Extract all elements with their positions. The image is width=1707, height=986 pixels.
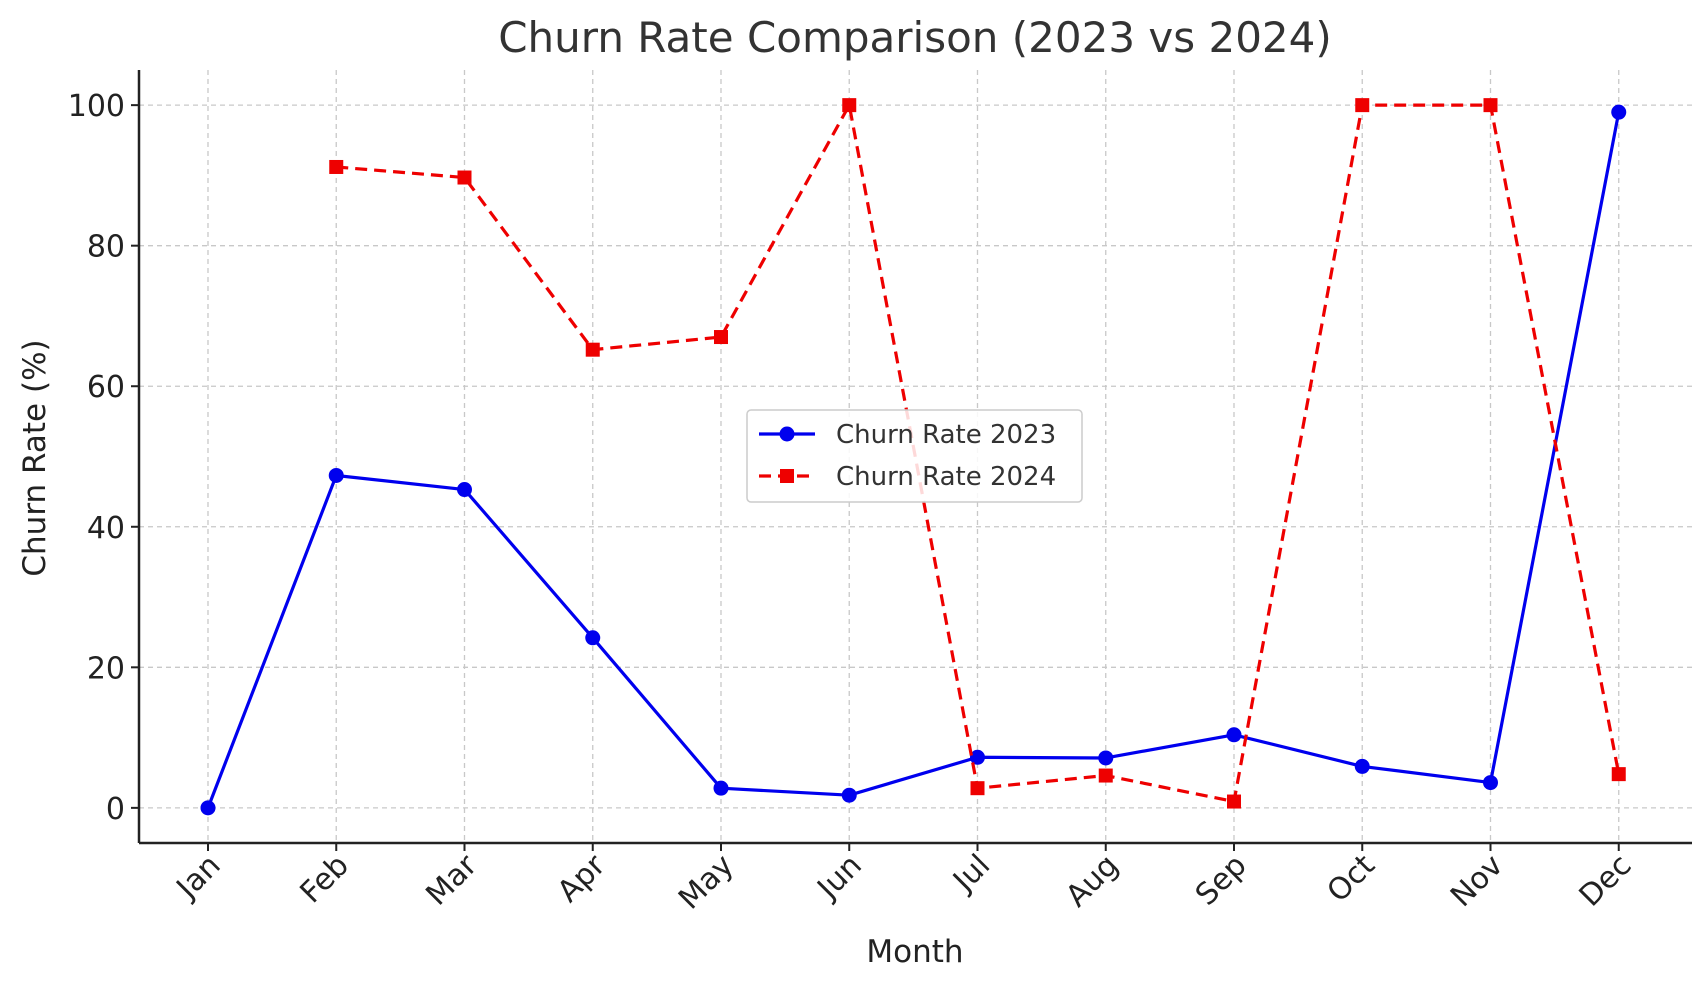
data-point (585, 342, 600, 357)
data-point (329, 159, 344, 174)
data-point (1227, 794, 1241, 809)
x-tick-label: Jan (169, 848, 228, 907)
data-point (841, 787, 857, 803)
data-point (713, 780, 729, 796)
x-tick-label: Feb (294, 848, 356, 910)
y-ticks: 0 20 40 60 80 100 (68, 89, 139, 827)
legend-label: Churn Rate 2023 (836, 420, 1056, 450)
data-point (970, 749, 985, 765)
x-tick-label: Sep (1189, 848, 1254, 913)
legend-entry: Churn Rate 2024 (759, 462, 1056, 492)
data-point (842, 98, 857, 113)
x-ticks: Jan Feb Mar Apr May Jun Jul Aug Sep Oct Nov Dec (169, 843, 1639, 917)
x-tick-label: Aug (1059, 848, 1125, 914)
series-line (206, 111, 1621, 809)
x-tick-label: Jul (945, 848, 997, 900)
x-axis-label: Month (866, 934, 963, 970)
data-point (1098, 750, 1114, 766)
data-point (1354, 758, 1370, 774)
y-tick-label: 80 (87, 230, 125, 265)
data-point (1098, 768, 1113, 783)
x-tick-label: Nov (1444, 848, 1510, 914)
series-2 (329, 98, 1626, 809)
x-tick-label: Oct (1320, 848, 1382, 910)
data-point (200, 800, 216, 816)
legend-marker (779, 426, 795, 442)
data-point (585, 630, 601, 646)
legend: Churn Rate 2023 Churn Rate 2024 (746, 409, 1083, 503)
y-axis-label: Churn Rate (%) (17, 339, 53, 576)
x-tick-label: Apr (551, 847, 613, 909)
data-point (970, 781, 985, 796)
x-tick-label: Jun (810, 848, 869, 907)
axes (137, 70, 1692, 845)
data-point (1611, 104, 1627, 120)
x-tick-label: May (672, 848, 741, 917)
x-tick-label: Dec (1573, 848, 1639, 914)
legend-label: Churn Rate 2024 (836, 462, 1056, 492)
data-point (328, 467, 344, 483)
x-tick-label: Mar (419, 847, 484, 912)
series-layer (200, 98, 1627, 816)
legend-marker (780, 469, 794, 483)
y-tick-label: 100 (68, 89, 125, 124)
series-1 (200, 104, 1627, 816)
data-point (1226, 727, 1242, 743)
y-tick-label: 0 (106, 792, 125, 827)
legend-box (746, 409, 1083, 503)
data-point (1483, 98, 1498, 113)
y-tick-label: 40 (87, 511, 125, 546)
chart-title: Churn Rate Comparison (2023 vs 2024) (498, 13, 1332, 62)
grid-lines (139, 70, 1692, 843)
data-point (714, 330, 728, 345)
data-point (1355, 98, 1370, 113)
data-point (1611, 767, 1626, 782)
data-point (457, 482, 472, 498)
legend-entry: Churn Rate 2023 (759, 420, 1056, 450)
data-point (457, 170, 472, 185)
data-point (1483, 775, 1498, 791)
y-tick-label: 60 (87, 370, 125, 405)
y-tick-label: 20 (87, 651, 125, 686)
